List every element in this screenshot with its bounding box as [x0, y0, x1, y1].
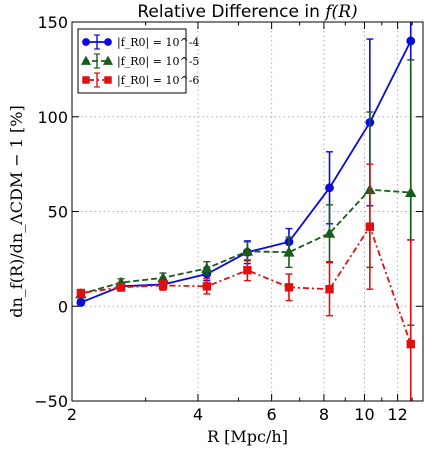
data-point — [405, 186, 417, 197]
legend-entry-2: |f_R0| = 10^-5 — [80, 53, 199, 69]
legend-marker — [102, 55, 114, 65]
legend-marker — [80, 55, 92, 65]
data-point — [406, 36, 416, 46]
data-point — [325, 284, 334, 294]
legend-label: |f_R0| = 10^-4 — [117, 36, 199, 50]
chart-title-text: Relative Difference in — [137, 2, 325, 22]
data-point — [243, 266, 252, 275]
legend-label: |f_R0| = 10^-5 — [117, 55, 199, 69]
data-point — [76, 288, 86, 298]
chart-title: Relative Difference in f(R) — [137, 2, 357, 22]
x-axis-label: R [Mpc/h] — [207, 427, 288, 446]
data-point — [406, 339, 415, 349]
legend-marker — [104, 76, 112, 84]
y-tick-label: 100 — [37, 108, 68, 127]
legend: |f_R0| = 10^-4 |f_R0| = 10^-5 |f_R0| = 10^… — [77, 28, 199, 94]
y-tick-label: 50 — [48, 203, 68, 222]
legend-entry-1: |f_R0| = 10^-4 — [82, 34, 199, 50]
data-point — [76, 298, 86, 307]
series-3 — [76, 163, 415, 401]
data-point — [284, 283, 294, 292]
legend-entry-3: |f_R0| = 10^-6 — [82, 72, 199, 88]
data-point — [158, 281, 168, 290]
y-tick-label: −50 — [34, 392, 68, 411]
x-tick-label: 12 — [387, 405, 407, 424]
legend-label: |f_R0| = 10^-6 — [117, 74, 199, 88]
data-point — [241, 245, 254, 256]
plot-frame — [71, 21, 424, 402]
y-axis-label: dn_f(R)/dn_ΛCDM − 1 [%] — [7, 105, 26, 317]
legend-marker — [104, 38, 112, 46]
data-point — [365, 222, 375, 231]
data-point — [325, 183, 334, 193]
chart-title-math: f(R) — [323, 2, 357, 22]
legend-marker — [82, 38, 90, 46]
series-layer — [75, 22, 417, 401]
x-tick-label: 2 — [67, 405, 77, 424]
x-tick-label: 6 — [267, 405, 277, 424]
tick-labels: 2 4 6 8 10 12 −50 0 50 100 150 — [34, 13, 408, 424]
data-point — [283, 246, 295, 257]
data-point — [323, 227, 336, 238]
data-point — [116, 283, 126, 292]
legend-marker — [82, 76, 90, 84]
x-tick-label: 8 — [319, 405, 329, 424]
y-tick-label: 150 — [37, 13, 68, 32]
x-tick-label: 4 — [193, 405, 203, 424]
y-tick-label: 0 — [58, 297, 68, 316]
x-tick-label: 10 — [354, 405, 374, 424]
data-point — [201, 262, 213, 273]
data-point — [202, 282, 212, 291]
